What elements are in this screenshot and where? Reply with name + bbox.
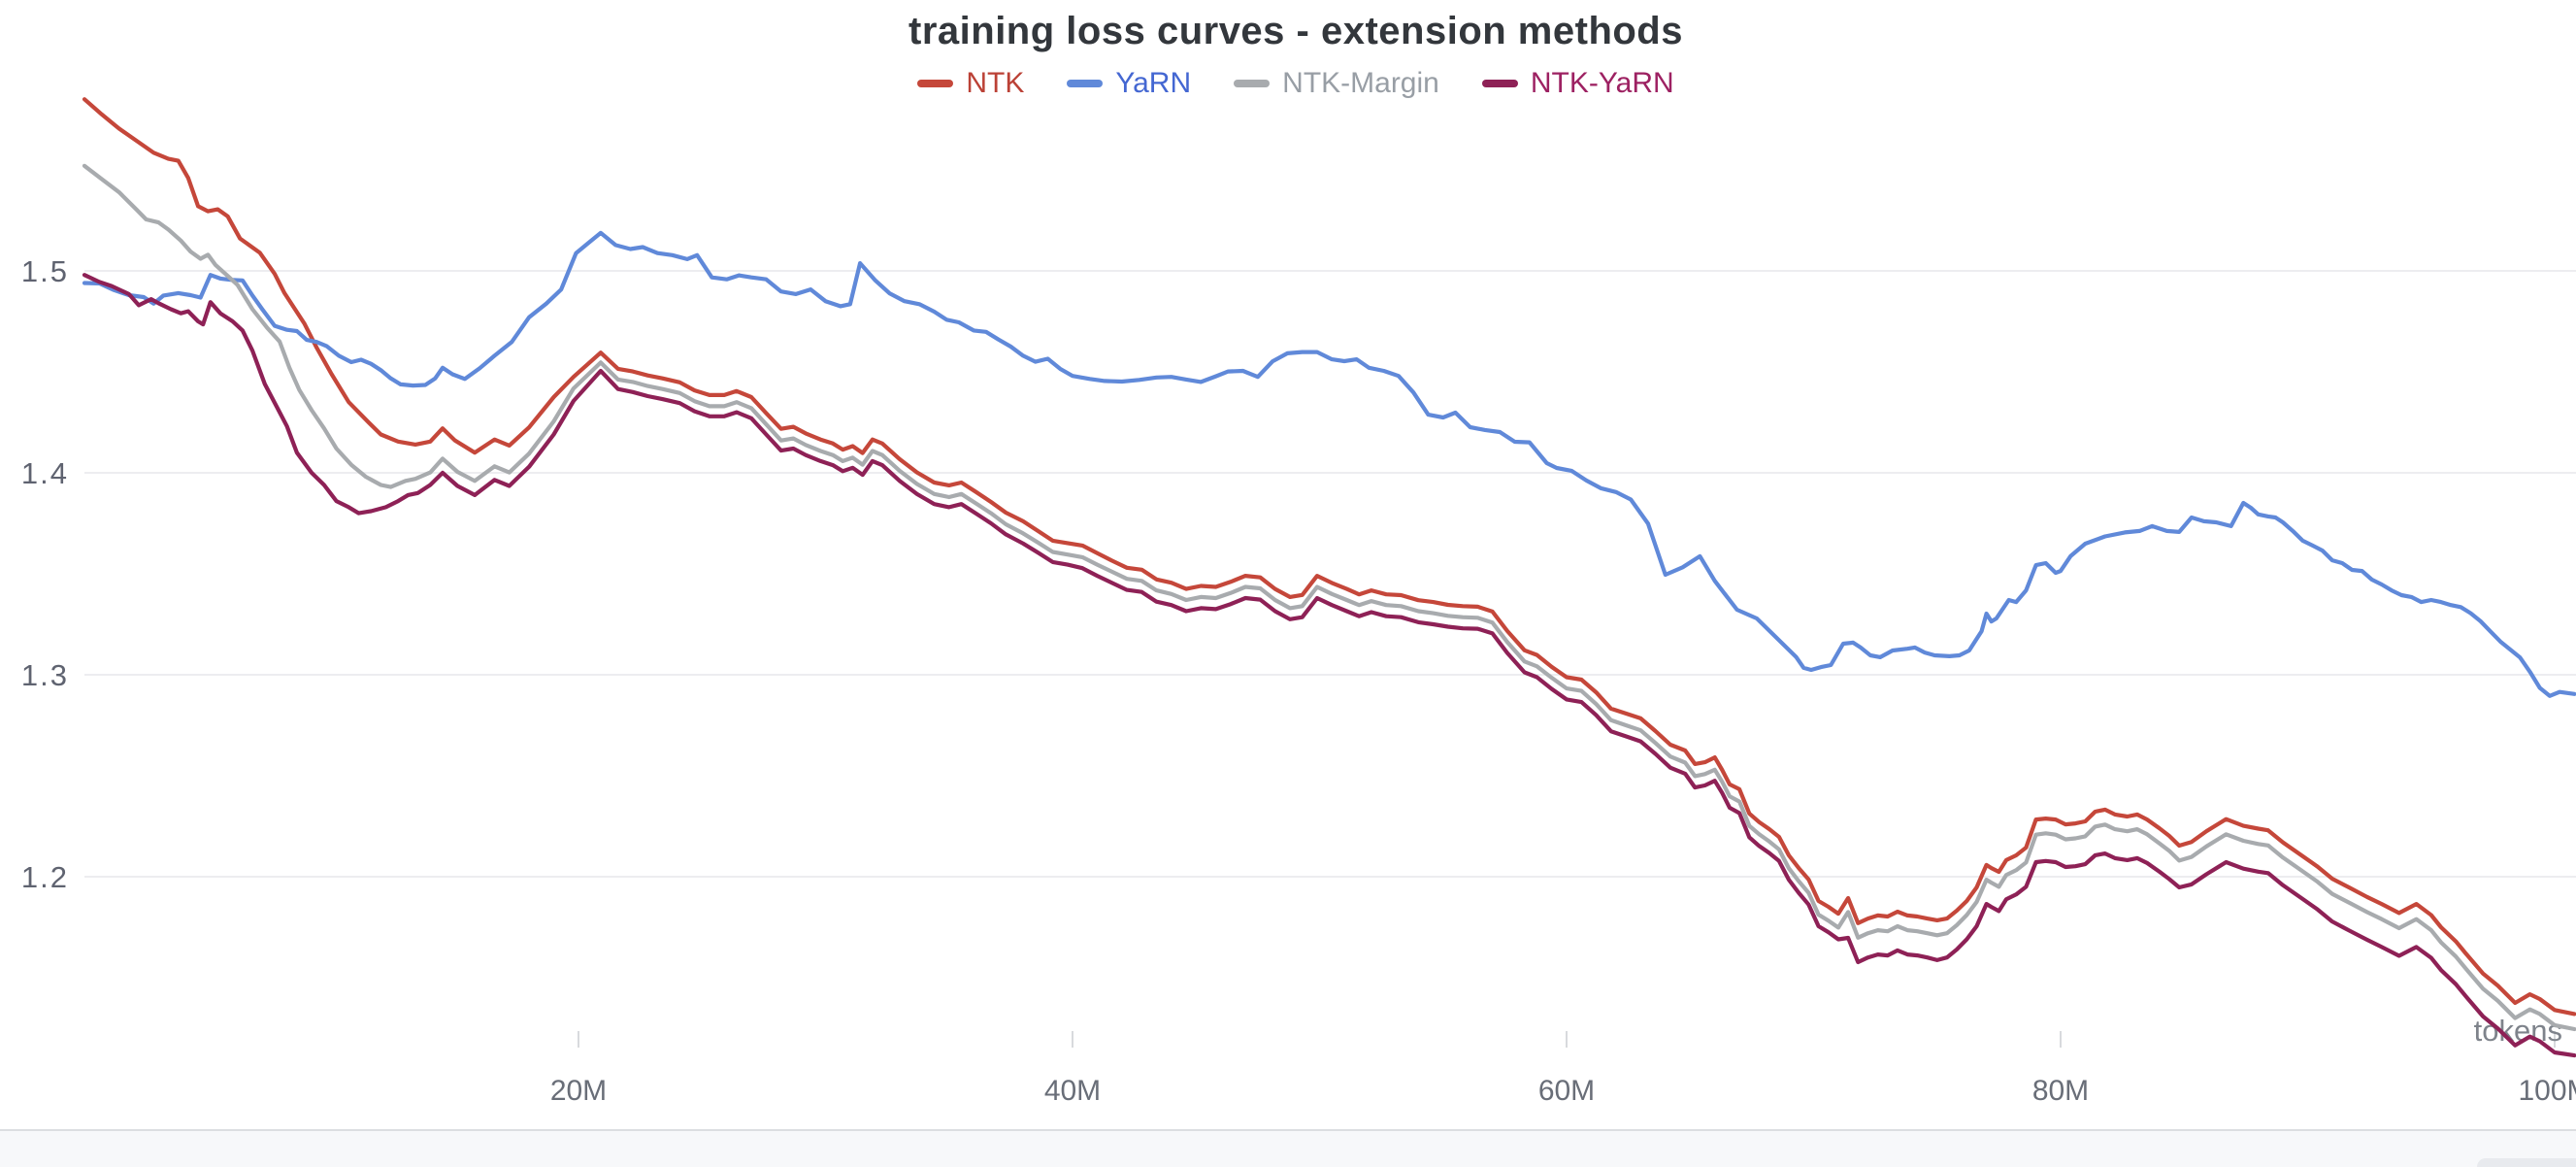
x-axis-label-80M: 80M: [2032, 1075, 2089, 1107]
legend-item-NTK-Margin[interactable]: NTK-Margin: [1234, 67, 1439, 100]
series-line-NTK: [82, 97, 2576, 1017]
series-line-NTK-Margin: [82, 163, 2576, 1032]
y-axis-label-1.4: 1.4: [21, 456, 69, 490]
x-axis-label-60M: 60M: [1538, 1075, 1595, 1107]
series-line-YaRN: [82, 230, 2576, 698]
y-axis-label-1.2: 1.2: [21, 860, 69, 894]
x-axis-label-100M: 100M: [2518, 1075, 2576, 1107]
scrollbar-thumb[interactable]: [2477, 1158, 2576, 1167]
legend-dash-icon: [1234, 80, 1271, 87]
legend-dash-icon: [917, 80, 954, 87]
legend-dash-icon: [1067, 80, 1104, 87]
x-axis-label-20M: 20M: [550, 1075, 607, 1107]
y-axis-label-1.3: 1.3: [21, 658, 69, 692]
legend-label: NTK: [966, 67, 1025, 99]
legend-item-NTK[interactable]: NTK: [917, 67, 1024, 100]
x-axis-label-40M: 40M: [1044, 1075, 1101, 1107]
chart-legend: NTK YaRN NTK-Margin NTK-YaRN: [0, 67, 2576, 100]
legend-item-YaRN[interactable]: YaRN: [1067, 67, 1191, 100]
legend-label: NTK-Margin: [1282, 67, 1439, 99]
series-line-NTK-YaRN: [82, 273, 2576, 1058]
y-axis-label-1.5: 1.5: [21, 254, 69, 288]
legend-item-NTK-YaRN[interactable]: NTK-YaRN: [1481, 67, 1674, 100]
legend-label: YaRN: [1115, 67, 1192, 99]
legend-dash-icon: [1481, 80, 1518, 87]
legend-label: NTK-YaRN: [1530, 67, 1674, 99]
footer-bar: [0, 1129, 2576, 1167]
